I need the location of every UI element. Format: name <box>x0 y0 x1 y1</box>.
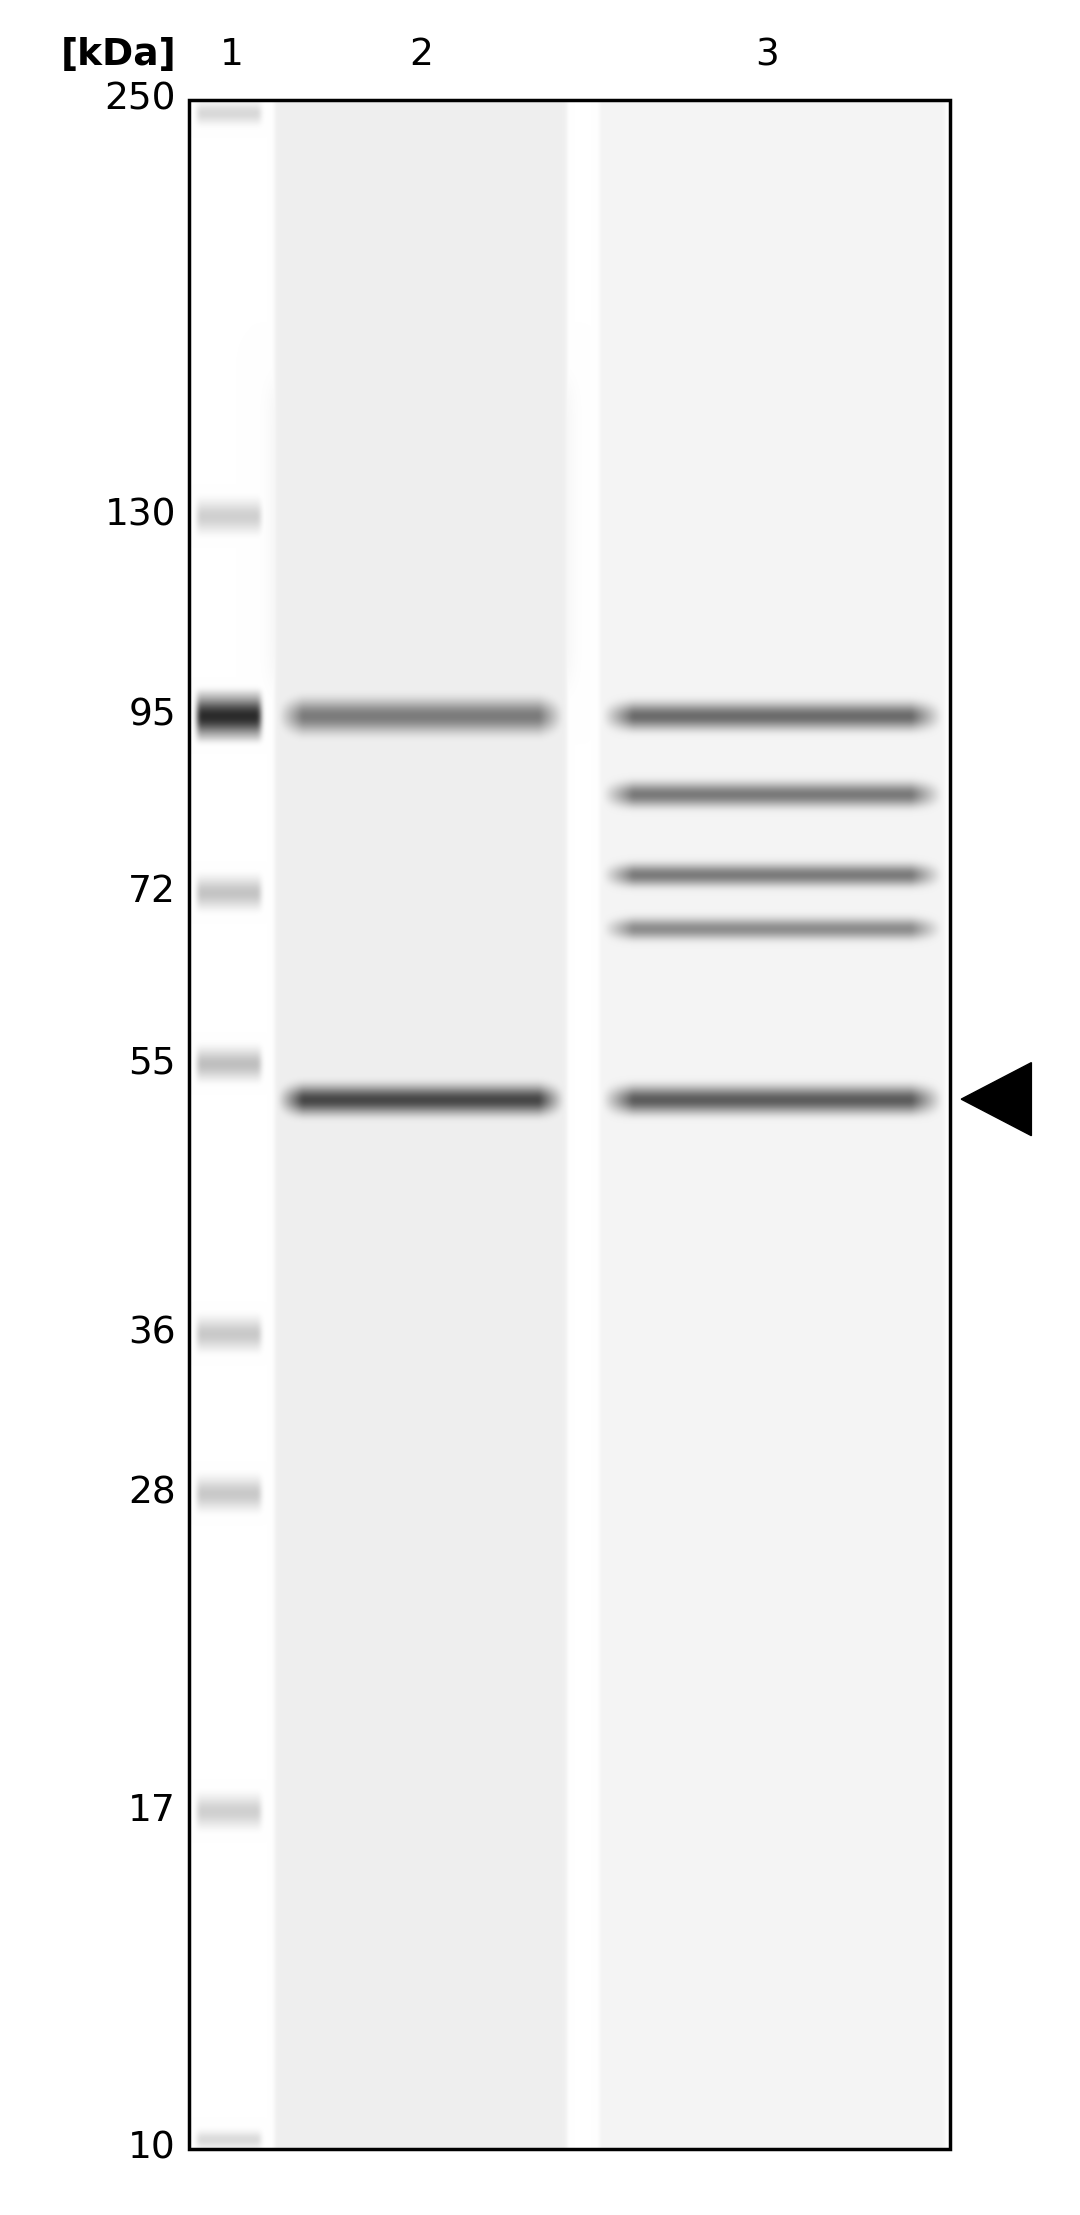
Text: 3: 3 <box>755 38 779 73</box>
Text: 36: 36 <box>129 1316 176 1351</box>
Text: 72: 72 <box>129 875 176 910</box>
Text: 55: 55 <box>129 1045 176 1081</box>
Text: [kDa]: [kDa] <box>60 38 176 73</box>
Text: 10: 10 <box>129 2131 176 2166</box>
Text: 95: 95 <box>129 698 176 733</box>
Text: 17: 17 <box>129 1792 176 1830</box>
Bar <box>189 100 950 2149</box>
Bar <box>189 100 950 2149</box>
Text: 2: 2 <box>409 38 433 73</box>
FancyArrow shape <box>961 1063 1031 1136</box>
Text: 1: 1 <box>220 38 244 73</box>
Text: 28: 28 <box>129 1475 176 1511</box>
Text: 250: 250 <box>105 82 176 117</box>
Text: 130: 130 <box>105 498 176 534</box>
